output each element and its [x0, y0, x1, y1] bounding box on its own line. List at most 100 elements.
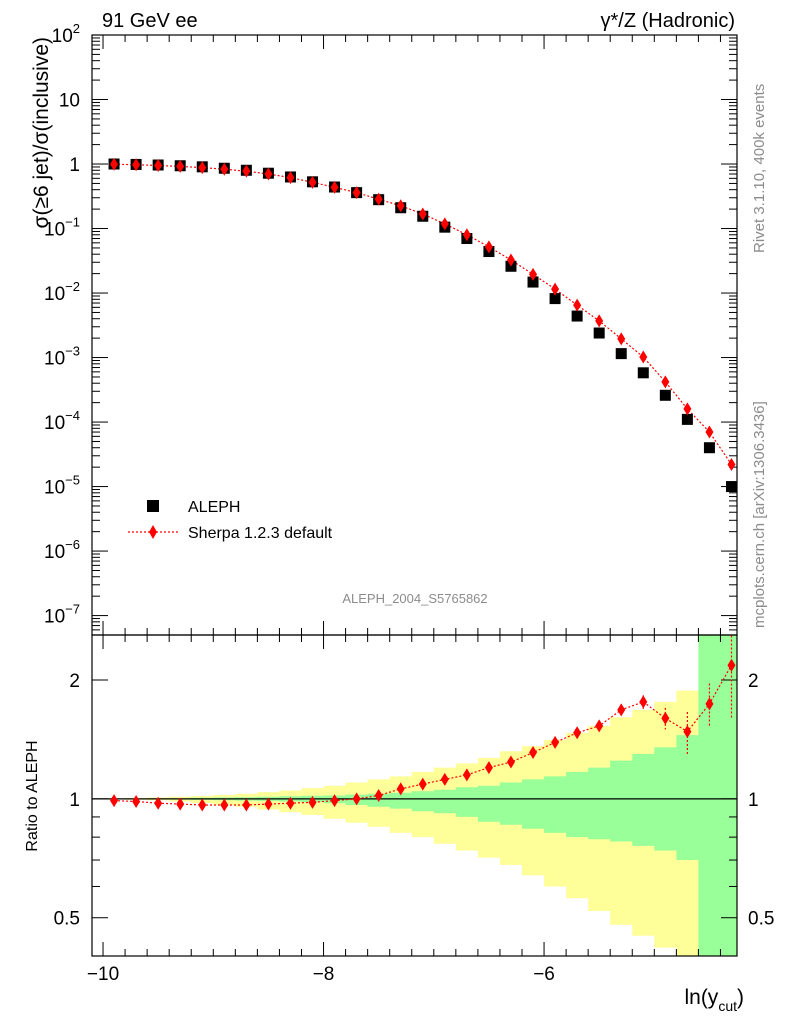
ratio-point: [242, 798, 251, 812]
x-tick-label: −10: [87, 964, 119, 985]
sherpa-point: [639, 350, 648, 364]
y-tick-label-main: 102: [52, 21, 80, 47]
ratio-point: [132, 794, 141, 808]
aleph-point: [725, 481, 737, 493]
y-tick-label-main: 10−6: [44, 537, 80, 563]
sherpa-point: [264, 167, 273, 181]
ratio-point: [617, 703, 626, 717]
legend-label-sherpa: Sherpa 1.2.3 default: [188, 525, 333, 542]
sherpa-point: [286, 171, 295, 185]
y-tick-label-ratio: 1: [69, 790, 80, 811]
uncertainty-bands: [103, 635, 737, 956]
ratio-point: [198, 798, 207, 812]
ratio-point: [176, 797, 185, 811]
svg-text:ln(ycut): ln(ycut): [684, 986, 744, 1014]
aleph-point: [615, 348, 627, 360]
y-tick-label-main: 10−5: [44, 473, 80, 499]
sherpa-point: [683, 402, 692, 416]
ratio-point: [264, 797, 273, 811]
ratio-point: [418, 777, 427, 791]
y-tick-label-main: 10−7: [44, 602, 80, 628]
ratio-series-layer: [110, 635, 736, 812]
y-tick-label-main: 10−4: [44, 408, 80, 434]
ratio-point: [661, 711, 670, 725]
ratio-point: [727, 658, 736, 672]
left-title: 91 GeV ee: [102, 10, 198, 32]
x-axis-title: ln(ycut): [684, 986, 744, 1014]
ratio-point: [506, 755, 515, 769]
sherpa-point: [396, 199, 405, 213]
mcplots-reference-label: mcplots.cern.ch [arXiv:1306.3436]: [751, 401, 768, 628]
sherpa-point: [529, 267, 538, 281]
legend: ALEPH Sherpa 1.2.3 default: [128, 499, 333, 542]
legend-label-aleph: ALEPH: [188, 499, 240, 516]
ratio-line: [114, 664, 733, 806]
sherpa-point: [551, 282, 560, 296]
ratio-point: [330, 794, 339, 808]
sherpa-point: [661, 375, 670, 389]
main-series-layer: [108, 157, 737, 493]
ratio-point: [639, 695, 648, 709]
sherpa-point: [154, 158, 163, 172]
sherpa-point: [132, 158, 141, 172]
sherpa-point: [242, 164, 251, 178]
band-inner: [103, 635, 737, 956]
ratio-point: [374, 788, 383, 802]
ratio-point: [286, 796, 295, 810]
sherpa-point: [374, 192, 383, 206]
aleph-point: [703, 442, 715, 454]
sherpa-point: [484, 240, 493, 254]
aleph-point: [659, 389, 671, 401]
ratio-point: [551, 735, 560, 749]
aleph-point: [681, 413, 693, 425]
main-y-axis-title: σ(≥6 jet)/σ(inclusive): [30, 37, 53, 228]
analysis-label: ALEPH_2004_S5765862: [342, 591, 487, 606]
aleph-point: [527, 276, 539, 288]
y-tick-label-ratio-right: 1: [748, 790, 759, 811]
aleph-point: [549, 293, 561, 305]
sherpa-point: [440, 217, 449, 231]
aleph-point: [637, 367, 649, 379]
ratio-point: [396, 782, 405, 796]
sherpa-point: [727, 457, 736, 471]
sherpa-point: [418, 207, 427, 221]
y-tick-label-ratio-right: 2: [748, 671, 759, 692]
sherpa-point: [198, 161, 207, 175]
x-tick-label: −8: [313, 964, 335, 985]
y-tick-label-main: 1: [69, 155, 80, 176]
right-title: γ*/Z (Hadronic): [601, 10, 735, 32]
ratio-point: [154, 796, 163, 810]
sherpa-point: [595, 314, 604, 328]
y-tick-label-main: 10: [59, 91, 80, 112]
rivet-version-label: Rivet 3.1.10, 400k events: [751, 84, 768, 253]
sherpa-point: [705, 425, 714, 439]
ratio-point: [529, 746, 538, 760]
y-tick-label-ratio: 2: [69, 671, 80, 692]
y-tick-label-ratio-right: 0.5: [748, 909, 774, 930]
y-tick-label-main: 10−2: [44, 279, 80, 305]
sherpa-point: [308, 175, 317, 189]
sherpa-point: [330, 180, 339, 194]
sherpa-point: [176, 159, 185, 173]
ratio-point: [308, 795, 317, 809]
main-panel-frame: [91, 34, 738, 636]
y-tick-label-ratio: 0.5: [54, 909, 80, 930]
ratio-point: [484, 761, 493, 775]
ratio-point: [352, 792, 361, 806]
ratio-point: [683, 725, 692, 739]
ratio-point: [573, 726, 582, 740]
y-tick-label-main: 10−3: [44, 344, 80, 370]
y-tick-label-main: 10−1: [44, 215, 80, 241]
sherpa-point: [110, 157, 119, 171]
ratio-point: [440, 772, 449, 786]
ratio-point: [110, 794, 119, 808]
ratio-point: [595, 719, 604, 733]
x-tick-label: −6: [533, 964, 555, 985]
legend-marker-aleph: [147, 500, 159, 512]
ratio-point: [705, 697, 714, 711]
legend-marker-sherpa: [149, 525, 157, 539]
aleph-point: [593, 327, 605, 339]
sherpa-point: [462, 228, 471, 242]
sherpa-point: [573, 298, 582, 312]
